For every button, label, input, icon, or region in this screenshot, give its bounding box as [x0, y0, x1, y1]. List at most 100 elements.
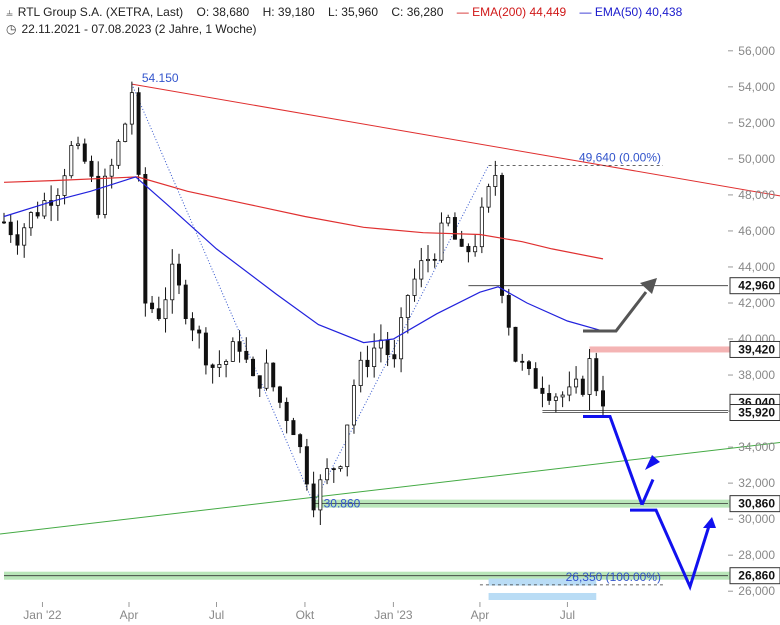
arrowhead-icon [645, 455, 660, 470]
y-tick-label: 32,000 [738, 476, 775, 490]
header-line-1: ⫨ RTL Group S.A. (XETRA, Last) O: 38,680 … [6, 5, 682, 20]
y-tick-label: 28,000 [738, 548, 775, 562]
level-tag [729, 495, 780, 513]
candle-body [15, 234, 20, 246]
candlestick-icon: ⫨ [6, 5, 13, 19]
close-value: C: 36,280 [391, 5, 444, 19]
target-zone [488, 578, 597, 586]
axes-layer: 26,00028,00030,00032,00034,00036,00038,0… [23, 44, 780, 622]
candle-body [466, 245, 471, 253]
candle-body [473, 246, 478, 253]
annotations-layer: 54.150 30.860 49,640 (0.00%) 26,350 (100.00… [142, 71, 716, 591]
ema-layer [3, 176, 604, 344]
ema200-legend-swatch: — [456, 5, 469, 19]
candle-body [203, 332, 208, 366]
candle-body [574, 378, 579, 388]
ema50-legend-swatch: — [579, 5, 592, 19]
ema200-label: EMA(200) [472, 5, 527, 19]
projection-arrow-deep [630, 508, 712, 591]
candle-body [513, 326, 518, 362]
level-tag [729, 340, 780, 358]
y-tick-label: 34,000 [738, 440, 775, 454]
candle-body [69, 145, 74, 177]
candle-body [500, 174, 505, 296]
candle-body [197, 329, 202, 334]
ema50-label: EMA(50) [594, 5, 643, 19]
candle-body [560, 394, 565, 398]
x-tick-label: Jan '23 [374, 608, 413, 622]
x-tick-label: Jul [209, 608, 224, 622]
zones-layer [4, 346, 780, 600]
x-tick-label: Jul [560, 608, 575, 622]
candle-body [96, 175, 101, 215]
candle-body [8, 221, 13, 236]
candle-body [479, 206, 484, 248]
candle-body [304, 446, 309, 485]
y-tick-label: 50,000 [738, 152, 775, 166]
low-value: L: 35,960 [327, 5, 379, 19]
candle-body [553, 396, 558, 401]
candle-body [271, 362, 276, 388]
candle-body [136, 92, 141, 175]
projection-arrow-up-short [640, 478, 655, 506]
y-tick-label: 56,000 [738, 44, 775, 58]
swing-low-label: 30.860 [324, 497, 361, 511]
level-tag [729, 404, 780, 422]
period-range: 22.11.2021 - 07.08.2023 [21, 22, 152, 36]
candle-body [156, 308, 161, 320]
candle-body [426, 258, 431, 262]
candle-body [540, 387, 545, 394]
candle-body [35, 212, 40, 217]
candle-body [331, 468, 336, 471]
candle-body [291, 420, 296, 436]
y-tick-label: 38,000 [738, 368, 775, 382]
candle-body [89, 160, 94, 177]
candle-body [419, 260, 424, 280]
candle-body [439, 222, 444, 261]
high-value: H: 39,180 [262, 5, 315, 19]
candle-body [452, 217, 457, 240]
candle-body [358, 359, 363, 386]
candle-body [224, 361, 229, 365]
candle-body [338, 466, 343, 470]
candle-body [230, 341, 235, 362]
ema200-value: 44,449 [529, 5, 567, 19]
y-tick-label: 26,000 [738, 584, 775, 598]
candles-layer [2, 81, 606, 526]
candle-body [385, 339, 390, 356]
candle-body [42, 200, 47, 217]
candle-body [244, 350, 249, 360]
fib-0-label: 49,640 (0.00%) [579, 150, 661, 164]
arrowhead-icon [703, 517, 716, 528]
y-tick-label: 44,000 [738, 260, 775, 274]
open-value: O: 38,680 [196, 5, 250, 19]
candle-body [486, 186, 491, 208]
candle-body [493, 174, 498, 187]
x-tick-label: Apr [471, 608, 490, 622]
level-tag [729, 277, 780, 295]
y-tick-label: 42,000 [738, 296, 775, 310]
candle-body [533, 368, 538, 389]
candle-body [446, 217, 451, 224]
candle-body [62, 175, 67, 196]
y-tick-label: 52,000 [738, 116, 775, 130]
y-tick-label: 46,000 [738, 224, 775, 238]
x-tick-label: Okt [296, 608, 315, 622]
candle-body [82, 143, 87, 162]
candle-body [365, 359, 370, 368]
candle-body [318, 479, 323, 511]
candle-body [594, 358, 599, 392]
bullish-scenario-arrow [583, 291, 648, 333]
candle-body [405, 295, 410, 319]
period-span: (2 Jahre, 1 Woche) [154, 22, 257, 36]
level-tag-label: 35,920 [738, 406, 775, 420]
candle-body [392, 354, 397, 360]
candle-body [372, 347, 377, 368]
candle-body [183, 284, 188, 319]
candle-body [432, 258, 437, 261]
candle-body [325, 468, 330, 481]
candle-body [237, 341, 242, 352]
candle-body [311, 483, 316, 511]
candle-body [580, 378, 585, 395]
